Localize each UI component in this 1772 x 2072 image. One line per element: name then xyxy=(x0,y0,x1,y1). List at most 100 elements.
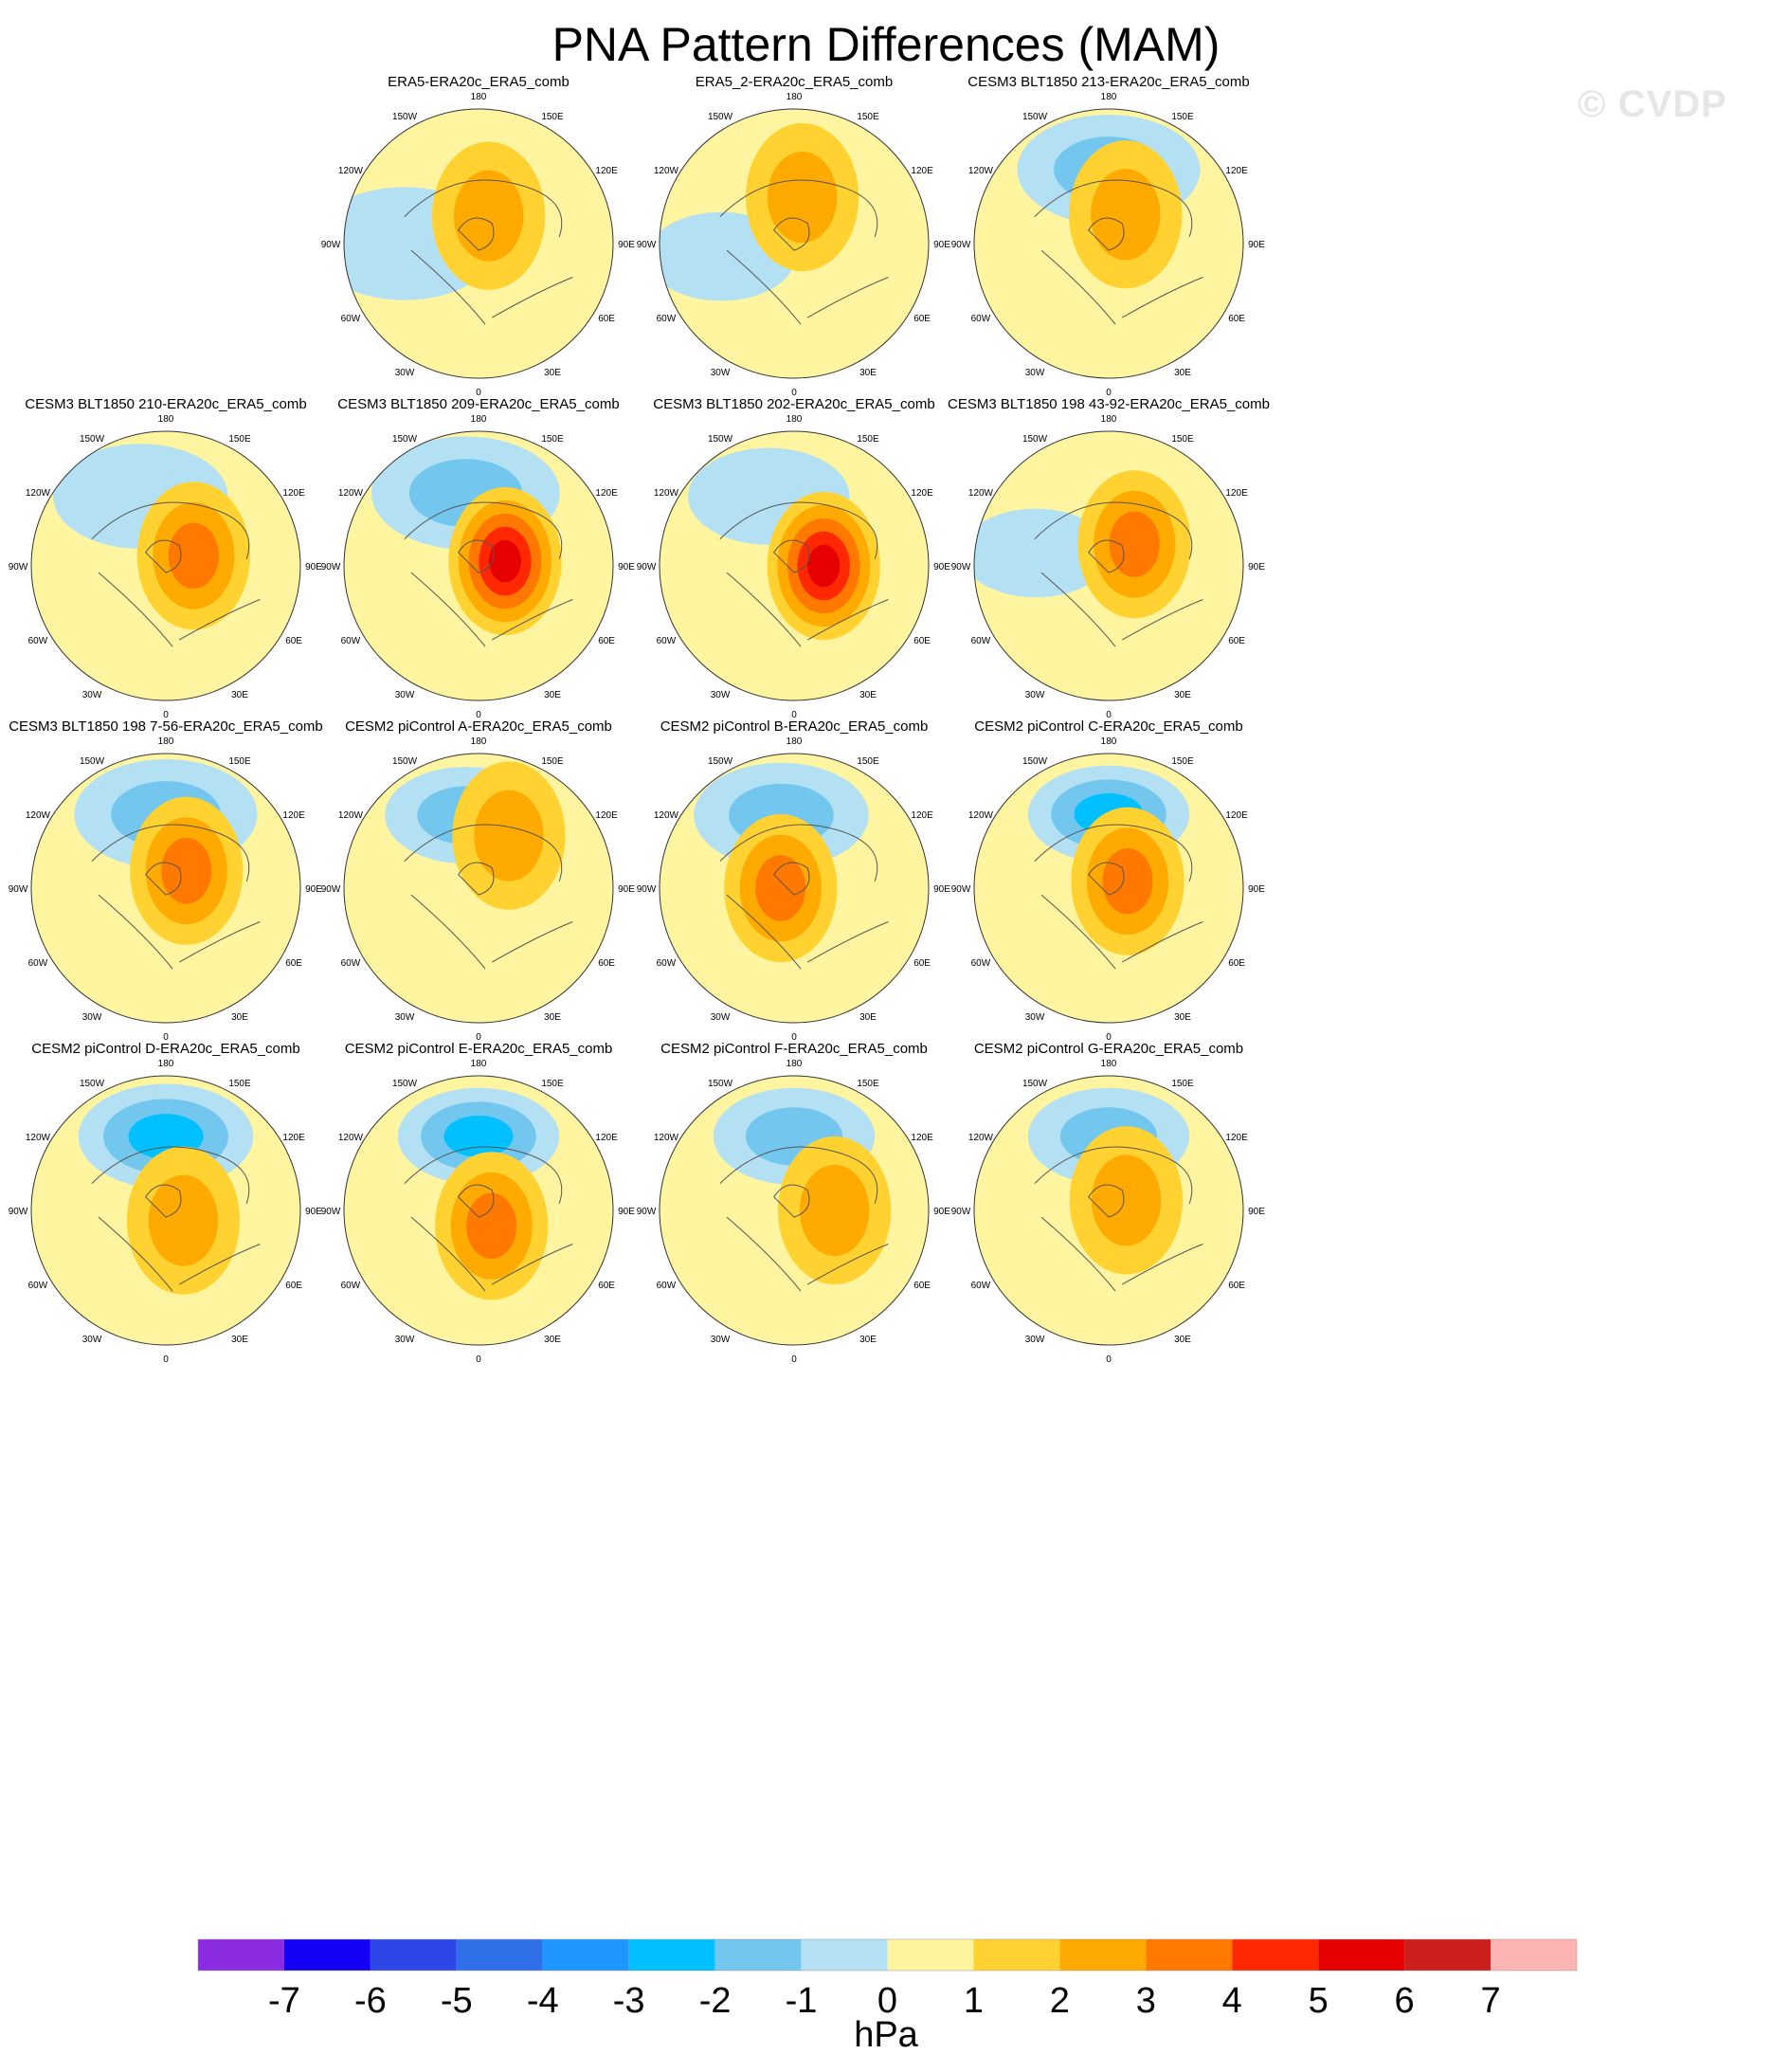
positive-contour xyxy=(1109,511,1160,577)
longitude-label: 60W xyxy=(28,958,48,969)
coastline xyxy=(1088,862,1125,896)
map-boundary xyxy=(973,108,1244,379)
longitude-label: 150W xyxy=(708,1079,733,1089)
contour-field xyxy=(660,754,929,1023)
longitude-label: 150E xyxy=(228,434,251,445)
longitude-label: 60E xyxy=(913,1281,931,1291)
longitude-label: 150W xyxy=(708,756,733,767)
contour-field xyxy=(974,431,1243,700)
positive-contour xyxy=(453,170,524,262)
panel-title: CESM3 BLT1850 209-ERA20c_ERA5_comb xyxy=(337,396,619,412)
longitude-label: 150W xyxy=(1022,1079,1048,1089)
longitude-label: 90E xyxy=(1248,1207,1265,1217)
longitude-label: 150W xyxy=(80,1079,105,1089)
coastline xyxy=(1088,539,1125,573)
coastline xyxy=(458,862,495,896)
panel-title: CESM2 piControl B-ERA20c_ERA5_comb xyxy=(660,718,929,735)
contour-field xyxy=(660,1076,929,1345)
positive-contour xyxy=(168,522,219,590)
longitude-label: 30W xyxy=(82,1012,102,1023)
colorbar-units-label: hPa xyxy=(854,2015,918,2055)
longitude-label: 60W xyxy=(657,314,677,324)
longitude-label: 120W xyxy=(654,1133,679,1143)
panel-title: CESM2 piControl C-ERA20c_ERA5_comb xyxy=(974,718,1242,735)
map-boundary xyxy=(659,1075,930,1346)
longitude-label: 120E xyxy=(282,488,305,499)
map-boundary xyxy=(30,1075,301,1346)
longitude-label: 180 xyxy=(787,1059,803,1069)
longitude-label: 150W xyxy=(392,112,418,122)
coastline xyxy=(1088,217,1125,251)
longitude-label: 150W xyxy=(708,434,733,445)
longitude-label: 60W xyxy=(657,958,677,969)
map-panel: ERA5-ERA20c_ERA5_comb 180 150E 120E 90E 60E 30… xyxy=(321,74,636,398)
longitude-label: 60W xyxy=(28,1281,48,1291)
map-boundary xyxy=(30,753,301,1024)
contour-field xyxy=(344,431,613,700)
coastline xyxy=(98,1216,173,1292)
longitude-label: 150W xyxy=(80,756,105,767)
coastline xyxy=(1121,921,1203,963)
coastline xyxy=(145,1184,182,1218)
longitude-label: 150W xyxy=(392,756,418,767)
longitude-label: 90W xyxy=(321,240,341,250)
longitude-label: 120E xyxy=(911,1133,933,1143)
longitude-label: 90E xyxy=(618,1207,635,1217)
panel-title: CESM2 piControl D-ERA20c_ERA5_comb xyxy=(31,1041,299,1057)
longitude-label: 30E xyxy=(544,1335,561,1345)
panel-title: ERA5-ERA20c_ERA5_comb xyxy=(388,74,570,90)
coastline xyxy=(719,501,878,560)
longitude-label: 90W xyxy=(951,884,971,895)
coastlines xyxy=(91,501,261,647)
coastline xyxy=(1121,599,1203,641)
longitude-label: 30E xyxy=(544,368,561,378)
longitude-label: 90W xyxy=(9,1207,28,1217)
longitude-label: 30W xyxy=(82,1335,102,1345)
map-boundary xyxy=(343,430,614,701)
longitude-label: 60E xyxy=(1228,958,1245,969)
positive-contour xyxy=(755,855,806,921)
longitude-label: 120W xyxy=(968,488,994,499)
longitude-label: 0 xyxy=(791,710,797,720)
coastline xyxy=(178,921,261,963)
longitude-label: 120E xyxy=(282,810,305,821)
longitude-label: 0 xyxy=(476,1032,481,1043)
longitude-label: 150E xyxy=(1171,434,1194,445)
longitude-label: 150E xyxy=(857,756,879,767)
map-panel: CESM2 piControl D-ERA20c_ERA5_comb 180 150… xyxy=(9,1041,323,1365)
panel-title: CESM3 BLT1850 210-ERA20c_ERA5_comb xyxy=(25,396,306,412)
coastline xyxy=(1040,1216,1116,1292)
longitude-label: 60E xyxy=(598,636,615,646)
coastline xyxy=(91,501,250,560)
longitude-label: 60E xyxy=(598,958,615,969)
positive-contour xyxy=(148,1174,219,1266)
coastline xyxy=(491,599,573,641)
longitude-label: 60E xyxy=(1228,1281,1245,1291)
coastline xyxy=(719,824,878,882)
positive-contour xyxy=(807,544,841,588)
coastline xyxy=(410,249,486,325)
coastline xyxy=(806,599,889,641)
longitude-label: 180 xyxy=(471,1059,487,1069)
contour-field xyxy=(660,431,929,700)
longitude-label: 120W xyxy=(968,166,994,176)
longitude-label: 0 xyxy=(1106,710,1112,720)
longitude-label: 150E xyxy=(1171,112,1194,122)
longitude-label: 30W xyxy=(711,368,731,378)
longitude-label: 90W xyxy=(637,884,657,895)
longitude-label: 30W xyxy=(1025,1335,1045,1345)
coastline xyxy=(404,824,563,882)
coastline xyxy=(178,599,261,641)
coastline xyxy=(491,277,573,318)
longitude-label: 180 xyxy=(158,1059,174,1069)
panel-title: CESM3 BLT1850 202-ERA20c_ERA5_comb xyxy=(653,396,934,412)
longitude-label: 90E xyxy=(618,240,635,250)
longitude-label: 30W xyxy=(82,690,102,700)
positive-contour xyxy=(1091,169,1161,261)
longitude-label: 120W xyxy=(338,488,364,499)
longitude-label: 60W xyxy=(971,636,991,646)
longitude-label: 0 xyxy=(476,388,481,398)
longitude-label: 150W xyxy=(80,434,105,445)
longitude-label: 90W xyxy=(951,240,971,250)
longitude-label: 150E xyxy=(1171,1079,1194,1089)
